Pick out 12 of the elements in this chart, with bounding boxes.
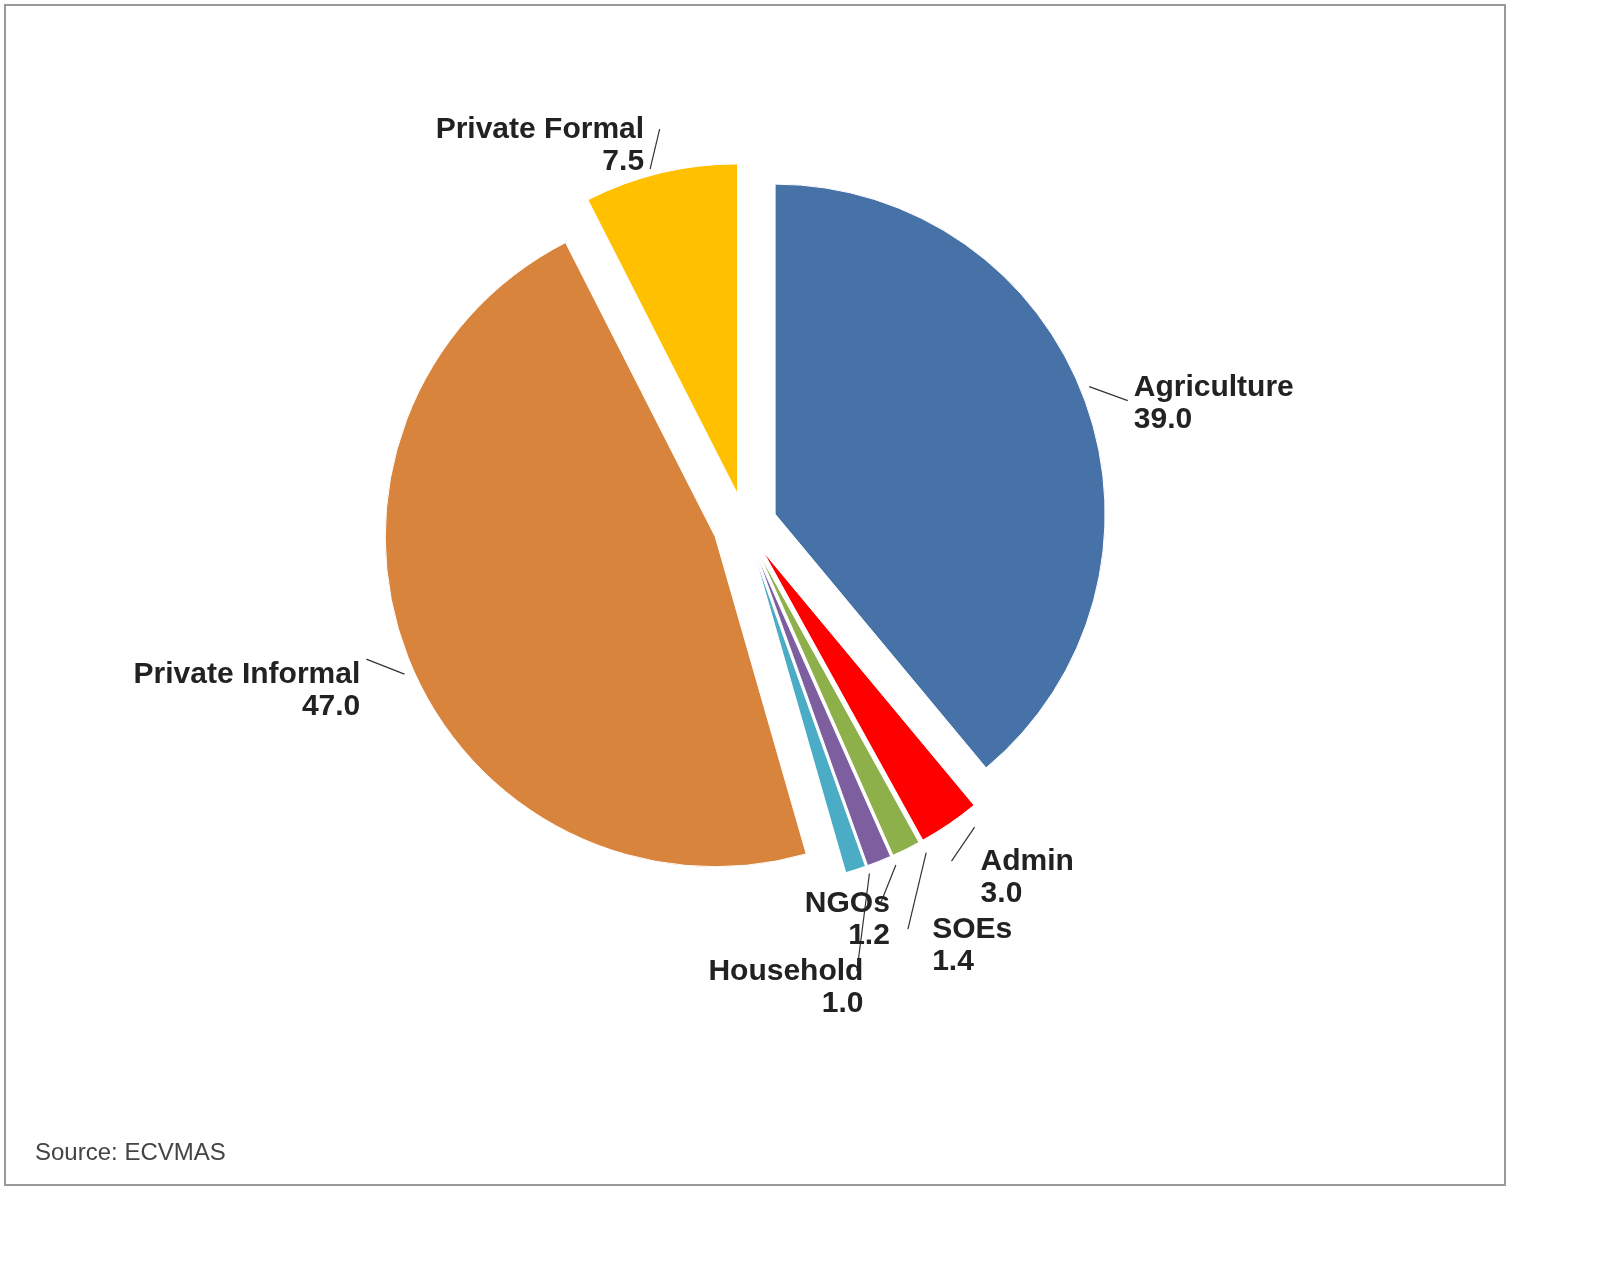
data-label: 1.4 bbox=[932, 943, 975, 977]
source-note: Source: ECVMAS bbox=[35, 1138, 226, 1165]
slice-label: Private Informal bbox=[133, 656, 361, 690]
slice-label: Household bbox=[708, 953, 864, 986]
slice-label: Agriculture bbox=[1133, 368, 1294, 402]
slice-label: SOEs bbox=[932, 911, 1013, 945]
data-label: 7.5 bbox=[602, 143, 645, 177]
slice-label: Admin bbox=[980, 843, 1074, 877]
slice-label: Private Formal bbox=[435, 111, 645, 145]
data-label: 1.0 bbox=[821, 985, 864, 1018]
data-label: 3.0 bbox=[980, 875, 1023, 909]
data-label: 47.0 bbox=[301, 688, 361, 722]
